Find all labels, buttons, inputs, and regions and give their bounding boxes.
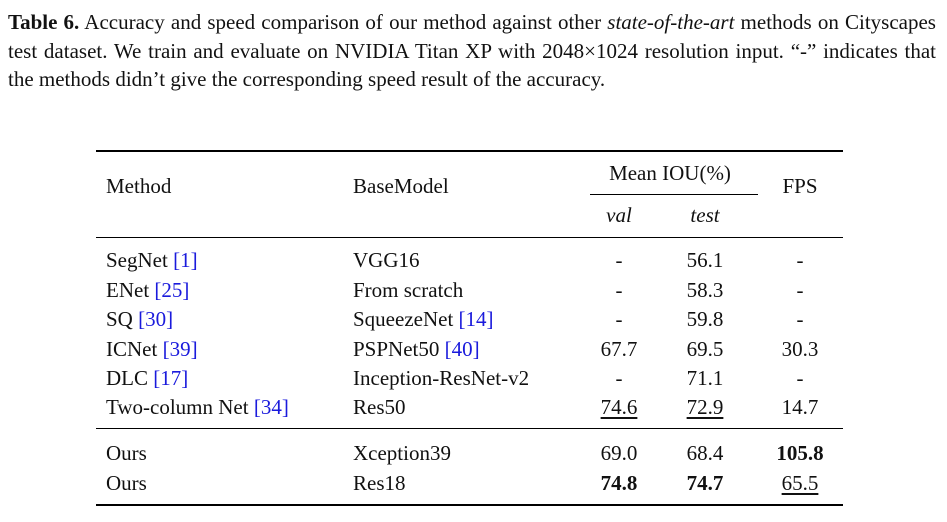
miou-cmidrule (590, 194, 758, 195)
header-basemodel: BaseModel (353, 174, 449, 198)
caption-italic: state-of-the-art (607, 10, 735, 34)
top-rule (96, 150, 843, 152)
fps-cell: - (796, 307, 804, 331)
method-cell: Ours (106, 441, 147, 465)
fps-cell: 65.5 (781, 471, 819, 495)
basemodel-cell-text: PSPNet50 (353, 337, 445, 361)
val-cell: - (615, 278, 623, 302)
basemodel-cell: From scratch (353, 278, 463, 302)
val-cell: 74.6 (600, 395, 638, 419)
basemodel-cell: Res50 (353, 395, 406, 419)
basemodel-cell-text: VGG16 (353, 248, 420, 272)
header-fps: FPS (782, 174, 818, 198)
test-cell: 68.4 (686, 441, 724, 465)
method-cell-text: SegNet (106, 248, 174, 272)
fps-cell: 14.7 (781, 395, 819, 419)
test-cell: 58.3 (686, 278, 724, 302)
citation-link[interactable]: [30] (138, 307, 174, 331)
method-cell: SegNet [1] (106, 248, 198, 272)
header-val: val (606, 203, 632, 227)
fps-cell: - (796, 366, 804, 390)
basemodel-cell: VGG16 (353, 248, 420, 272)
basemodel-cell-text: Inception-ResNet-v2 (353, 366, 530, 390)
basemodel-cell: PSPNet50 [40] (353, 337, 480, 361)
fps-cell: - (796, 248, 804, 272)
test-cell: 56.1 (686, 248, 724, 272)
citation-link[interactable]: [34] (253, 395, 289, 419)
method-cell: Ours (106, 471, 147, 495)
method-cell-text: DLC (106, 366, 154, 390)
citation-link[interactable]: [25] (154, 278, 190, 302)
basemodel-cell-text: SqueezeNet (353, 307, 459, 331)
header-mean-iou: Mean IOU(%) (609, 161, 731, 185)
ours-rule (96, 428, 843, 429)
test-cell: 69.5 (686, 337, 724, 361)
header-rule (96, 237, 843, 238)
citation-link[interactable]: [39] (162, 337, 198, 361)
bottom-rule (96, 504, 843, 506)
caption-label: Table 6. (8, 10, 80, 34)
test-cell: 72.9 (686, 395, 724, 419)
method-cell: Two-column Net [34] (106, 395, 289, 419)
val-cell: 67.7 (600, 337, 638, 361)
caption-text-2: methods on Cityscapes test dataset. We t… (8, 10, 936, 91)
test-cell: 74.7 (686, 471, 724, 495)
val-cell: 74.8 (600, 471, 638, 495)
method-cell-text: ENet (106, 278, 155, 302)
basemodel-cell: Res18 (353, 471, 406, 495)
test-cell: 59.8 (686, 307, 724, 331)
basemodel-cell: Inception-ResNet-v2 (353, 366, 529, 390)
fps-cell: 30.3 (781, 337, 819, 361)
citation-link[interactable]: [40] (444, 337, 480, 361)
basemodel-cell: Xception39 (353, 441, 451, 465)
test-cell: 71.1 (686, 366, 724, 390)
method-cell-text: ICNet (106, 337, 163, 361)
val-cell: - (615, 248, 623, 272)
val-cell: - (615, 307, 623, 331)
method-cell: SQ [30] (106, 307, 173, 331)
citation-link[interactable]: [1] (173, 248, 198, 272)
method-cell: DLC [17] (106, 366, 188, 390)
table-caption: Table 6. Accuracy and speed comparison o… (8, 8, 936, 94)
method-cell: ICNet [39] (106, 337, 198, 361)
fps-cell: - (796, 278, 804, 302)
fps-cell: 105.8 (776, 441, 824, 465)
basemodel-cell-text: Res50 (353, 395, 406, 419)
citation-link[interactable]: [17] (153, 366, 189, 390)
method-cell: ENet [25] (106, 278, 189, 302)
header-test: test (690, 203, 720, 227)
basemodel-cell: SqueezeNet [14] (353, 307, 494, 331)
citation-link[interactable]: [14] (458, 307, 494, 331)
method-cell-text: Two-column Net (106, 395, 254, 419)
val-cell: - (615, 366, 623, 390)
header-method: Method (106, 174, 172, 198)
basemodel-cell-text: From scratch (353, 278, 464, 302)
val-cell: 69.0 (600, 441, 638, 465)
caption-text-1: Accuracy and speed comparison of our met… (79, 10, 608, 34)
method-cell-text: SQ (106, 307, 139, 331)
